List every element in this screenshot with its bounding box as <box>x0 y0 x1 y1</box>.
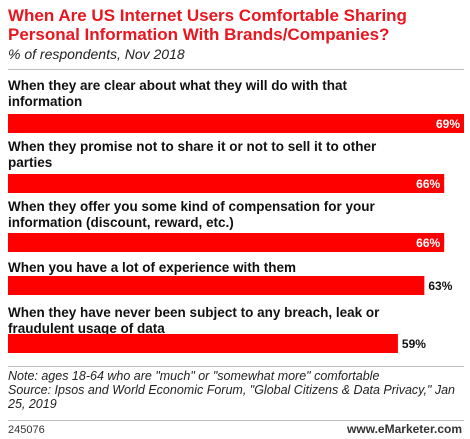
bottom-divider <box>8 366 464 367</box>
value-label: 69% <box>436 117 460 131</box>
brand-logo: www.eMarketer.com <box>347 422 462 436</box>
value-label: 59% <box>402 337 426 351</box>
bar-chart: When they are clear about what they will… <box>8 78 464 353</box>
brand-name: Marketer <box>384 422 434 436</box>
bar <box>8 114 464 133</box>
category-label: When they promise not to share it or not… <box>8 139 377 170</box>
value-label: 66% <box>416 177 440 191</box>
category-label: When they have never been subject to any… <box>8 305 380 336</box>
chart-title: When Are US Internet Users Comfortable S… <box>8 6 407 44</box>
category-label: When you have a lot of experience with t… <box>8 260 296 275</box>
category-label: When they are clear about what they will… <box>8 78 348 109</box>
bar <box>8 233 445 252</box>
brand-dotcom: .com <box>433 422 462 436</box>
top-divider <box>8 69 464 70</box>
chart-id: 245076 <box>8 424 45 436</box>
brand-www: www. <box>347 422 378 436</box>
value-label: 63% <box>428 279 452 293</box>
chart-subtitle: % of respondents, Nov 2018 <box>8 46 185 62</box>
bar <box>8 174 445 193</box>
bar <box>8 334 398 353</box>
value-label: 66% <box>416 236 440 250</box>
chart-notes: Note: ages 18-64 who are "much" or "some… <box>8 369 464 411</box>
footer-divider <box>8 420 464 421</box>
note-text: Note: ages 18-64 who are "much" or "some… <box>8 369 380 383</box>
bar <box>8 276 425 295</box>
brand-e: e <box>377 422 385 436</box>
source-text: Source: Ipsos and World Economic Forum, … <box>8 383 456 411</box>
category-label: When they offer you some kind of compens… <box>8 199 376 230</box>
